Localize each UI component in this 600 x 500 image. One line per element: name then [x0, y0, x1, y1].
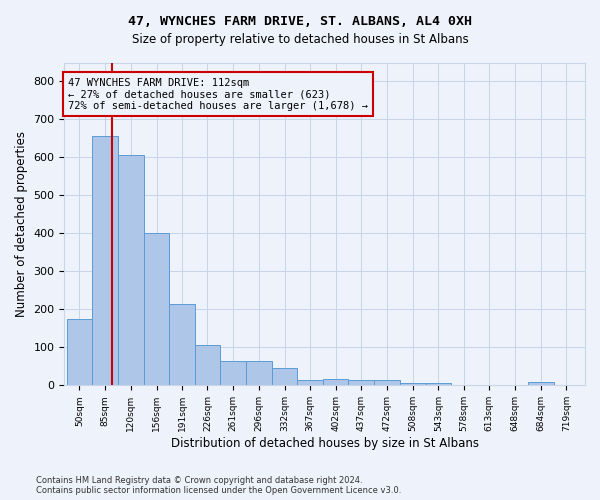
Bar — [246, 362, 272, 386]
Text: 47 WYNCHES FARM DRIVE: 112sqm
← 27% of detached houses are smaller (623)
72% of : 47 WYNCHES FARM DRIVE: 112sqm ← 27% of d… — [68, 78, 368, 111]
Text: Contains HM Land Registry data © Crown copyright and database right 2024.
Contai: Contains HM Land Registry data © Crown c… — [36, 476, 401, 495]
Bar — [400, 383, 425, 386]
Text: Size of property relative to detached houses in St Albans: Size of property relative to detached ho… — [131, 32, 469, 46]
Bar — [528, 382, 554, 386]
Bar — [349, 380, 374, 386]
X-axis label: Distribution of detached houses by size in St Albans: Distribution of detached houses by size … — [171, 437, 479, 450]
Bar — [169, 304, 195, 386]
Y-axis label: Number of detached properties: Number of detached properties — [15, 131, 28, 317]
Bar — [272, 368, 298, 386]
Bar — [323, 379, 349, 386]
Bar — [144, 234, 169, 386]
Text: 47, WYNCHES FARM DRIVE, ST. ALBANS, AL4 0XH: 47, WYNCHES FARM DRIVE, ST. ALBANS, AL4 … — [128, 15, 472, 28]
Bar — [92, 136, 118, 386]
Bar — [220, 362, 246, 386]
Bar — [195, 344, 220, 386]
Bar — [374, 380, 400, 386]
Bar — [118, 155, 144, 386]
Bar — [298, 380, 323, 386]
Bar — [67, 319, 92, 386]
Bar — [425, 382, 451, 386]
